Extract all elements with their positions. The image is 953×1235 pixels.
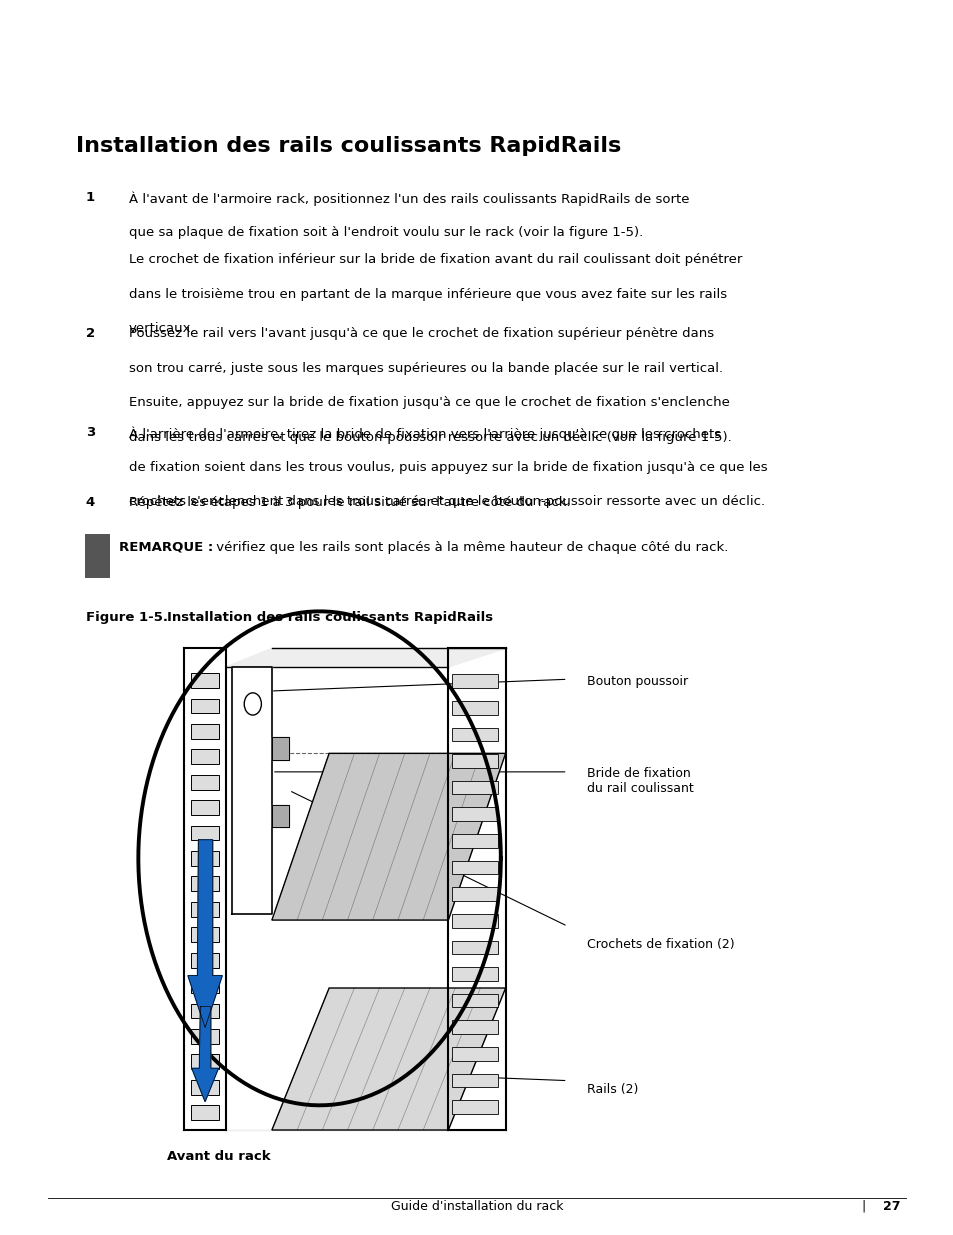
Bar <box>452 727 497 741</box>
Polygon shape <box>272 753 505 920</box>
Polygon shape <box>184 648 226 1130</box>
Bar <box>191 800 219 815</box>
Text: vérifiez que les rails sont placés à la même hauteur de chaque côté du rack.: vérifiez que les rails sont placés à la … <box>212 541 727 555</box>
Bar <box>191 826 219 841</box>
Circle shape <box>244 693 261 715</box>
Text: son trou carré, juste sous les marques supérieures ou la bande placée sur le rai: son trou carré, juste sous les marques s… <box>129 362 722 375</box>
Bar <box>191 724 219 739</box>
Bar <box>191 978 219 993</box>
Bar <box>452 834 497 847</box>
Bar <box>191 877 219 892</box>
Text: 2: 2 <box>86 327 95 341</box>
Bar <box>452 994 497 1008</box>
Text: Poussez le rail vers l'avant jusqu'à ce que le crochet de fixation supérieur pén: Poussez le rail vers l'avant jusqu'à ce … <box>129 327 713 341</box>
Text: Bride de fixation
du rail coulissant: Bride de fixation du rail coulissant <box>586 767 693 794</box>
Text: Guide d'installation du rack: Guide d'installation du rack <box>391 1199 562 1213</box>
Bar <box>191 1029 219 1044</box>
Polygon shape <box>188 840 222 1028</box>
Text: crochets s'enclenchent dans les trous carrés et que le bouton-poussoir ressorte : crochets s'enclenchent dans les trous ca… <box>129 495 764 509</box>
Bar <box>191 1105 219 1120</box>
Text: |: | <box>861 1199 864 1213</box>
Polygon shape <box>272 805 289 827</box>
Text: À l'arrière de l'armoire, tirez la bride de fixation vers l'arrière jusqu'à ce q: À l'arrière de l'armoire, tirez la bride… <box>129 426 720 441</box>
Bar <box>191 902 219 916</box>
Text: Crochets de fixation (2): Crochets de fixation (2) <box>586 939 734 951</box>
Text: /: / <box>95 556 99 566</box>
Text: Rails (2): Rails (2) <box>586 1083 638 1095</box>
Bar <box>452 1073 497 1087</box>
Text: Avant du rack: Avant du rack <box>167 1150 271 1163</box>
Bar <box>452 808 497 821</box>
Text: verticaux.: verticaux. <box>129 322 195 336</box>
Text: À l'avant de l'armoire rack, positionnez l'un des rails coulissants RapidRails d: À l'avant de l'armoire rack, positionnez… <box>129 191 689 206</box>
Bar <box>191 673 219 688</box>
Text: Répétez les étapes 1 à 3 pour le rail situé sur l'autre côté du rack.: Répétez les étapes 1 à 3 pour le rail si… <box>129 496 570 510</box>
Text: que sa plaque de fixation soit à l'endroit voulu sur le rack (voir la figure 1-5: que sa plaque de fixation soit à l'endro… <box>129 226 642 240</box>
Bar <box>452 755 497 768</box>
Text: 1: 1 <box>86 191 95 205</box>
Polygon shape <box>232 667 272 914</box>
Text: 3: 3 <box>86 426 95 440</box>
Text: dans les trous carrés et que le bouton-poussoir ressorte avec un déclic (voir la: dans les trous carrés et que le bouton-p… <box>129 431 731 445</box>
Bar <box>191 750 219 764</box>
Polygon shape <box>226 648 505 667</box>
Bar <box>191 1055 219 1070</box>
Bar <box>452 914 497 927</box>
Bar <box>452 1100 497 1114</box>
Polygon shape <box>448 648 505 1130</box>
Bar <box>452 674 497 688</box>
FancyBboxPatch shape <box>85 534 110 578</box>
Text: dans le troisième trou en partant de la marque inférieure que vous avez faite su: dans le troisième trou en partant de la … <box>129 288 726 301</box>
Bar <box>191 774 219 789</box>
Bar <box>191 1004 219 1019</box>
Bar <box>452 701 497 715</box>
Text: Le crochet de fixation inférieur sur la bride de fixation avant du rail coulissa: Le crochet de fixation inférieur sur la … <box>129 253 741 267</box>
Text: Installation des rails coulissants RapidRails: Installation des rails coulissants Rapid… <box>167 611 493 625</box>
Text: de fixation soient dans les trous voulus, puis appuyez sur la bride de fixation : de fixation soient dans les trous voulus… <box>129 461 766 474</box>
Bar <box>452 861 497 874</box>
Bar <box>452 781 497 794</box>
Bar <box>191 699 219 714</box>
Polygon shape <box>192 1007 218 1102</box>
Bar <box>191 952 219 967</box>
Bar <box>452 1020 497 1034</box>
Bar <box>452 967 497 981</box>
Text: 4: 4 <box>86 496 95 510</box>
Bar <box>191 851 219 866</box>
Text: Ensuite, appuyez sur la bride de fixation jusqu'à ce que le crochet de fixation : Ensuite, appuyez sur la bride de fixatio… <box>129 396 729 410</box>
Bar <box>191 927 219 942</box>
Bar <box>191 1079 219 1094</box>
Text: 27: 27 <box>882 1199 900 1213</box>
Text: Installation des rails coulissants RapidRails: Installation des rails coulissants Rapid… <box>76 136 621 156</box>
Polygon shape <box>272 737 289 760</box>
Bar <box>452 887 497 902</box>
Polygon shape <box>272 988 505 1130</box>
Bar <box>452 941 497 955</box>
Text: Figure 1-5.: Figure 1-5. <box>86 611 168 625</box>
Text: Bouton poussoir: Bouton poussoir <box>586 676 687 688</box>
Text: REMARQUE :: REMARQUE : <box>119 541 213 555</box>
Bar <box>452 1047 497 1061</box>
